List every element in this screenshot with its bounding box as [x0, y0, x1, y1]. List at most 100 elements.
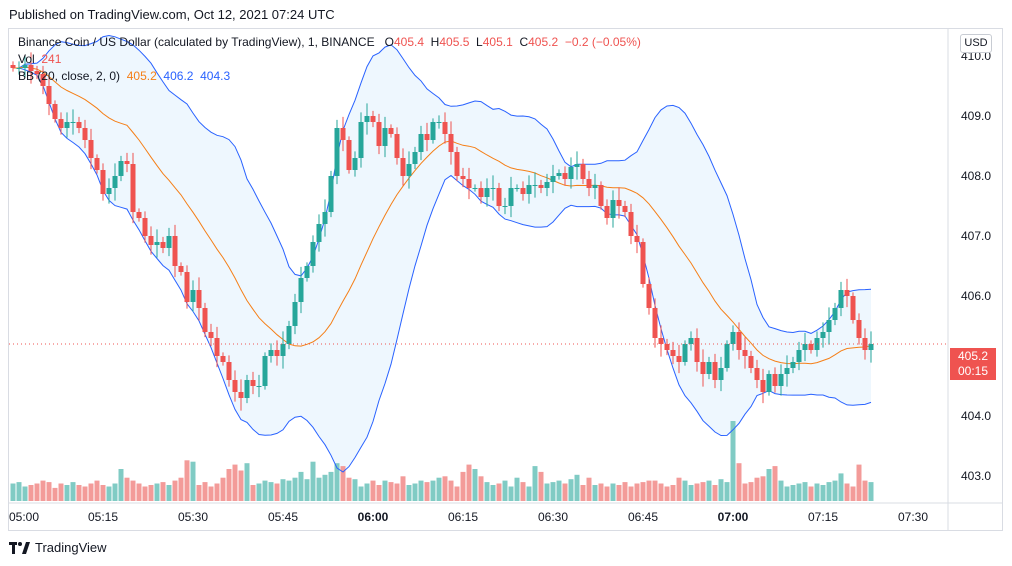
volume-bar: [142, 486, 148, 501]
candle-body: [160, 242, 166, 248]
chart-frame[interactable]: [8, 28, 1003, 531]
candle-body: [184, 272, 190, 302]
candle-body: [640, 242, 646, 284]
candle-body: [382, 128, 388, 146]
close-label: C: [519, 35, 529, 49]
candle-body: [796, 350, 802, 362]
candle-body: [394, 134, 400, 158]
volume-bar: [112, 483, 118, 501]
volume-bar: [130, 480, 136, 501]
volume-bar: [820, 485, 826, 501]
volume-bar: [868, 482, 874, 501]
candle-body: [310, 242, 316, 266]
candle-body: [124, 161, 130, 164]
candle-body: [16, 68, 22, 69]
candle-body: [10, 65, 16, 68]
candle-body: [496, 188, 502, 206]
symbol-legend[interactable]: Binance Coin / US Dollar (calculated by …: [18, 35, 641, 49]
candle-body: [838, 290, 844, 308]
candle-body: [478, 188, 484, 197]
volume-bar: [292, 477, 298, 501]
volume-legend[interactable]: Vol 241: [18, 52, 61, 66]
candle-body: [58, 119, 64, 128]
volume-bar: [34, 483, 40, 501]
volume-bar: [268, 482, 274, 501]
candle-body: [526, 185, 532, 194]
candle-body: [334, 128, 340, 176]
candle-body: [328, 176, 334, 212]
volume-bar: [556, 480, 562, 501]
candle-body: [352, 158, 358, 170]
candle-body: [844, 290, 850, 296]
candle-body: [220, 356, 226, 362]
volume-bar: [466, 464, 472, 501]
volume-bar: [478, 476, 484, 501]
volume-bar: [226, 469, 232, 501]
volume-bar: [736, 463, 742, 501]
candle-body: [724, 344, 730, 368]
candle-body: [808, 344, 814, 350]
volume-bar: [688, 485, 694, 501]
candle-body: [52, 104, 58, 119]
volume-bar: [316, 477, 322, 501]
volume-bar: [64, 485, 70, 501]
candle-body: [148, 236, 154, 245]
volume-bar: [100, 485, 106, 501]
candle-body: [556, 173, 562, 176]
candle-body: [46, 86, 52, 104]
volume-bar: [592, 485, 598, 501]
bollinger-legend[interactable]: BB (20, close, 2, 0) 405.2 406.2 404.3: [18, 69, 230, 83]
bollinger-label: BB (20, close, 2, 0): [18, 69, 121, 83]
candle-body: [454, 152, 460, 176]
volume-bar: [412, 483, 418, 501]
volume-bar: [610, 483, 616, 501]
volume-bar: [460, 471, 466, 501]
low-value: 405.1: [482, 35, 513, 49]
candle-body: [412, 152, 418, 164]
volume-bar: [370, 480, 376, 501]
volume-bar: [664, 486, 670, 501]
x-tick-label: 06:30: [538, 510, 568, 524]
volume-bar: [724, 482, 730, 501]
volume-bar: [682, 480, 688, 501]
candle-body: [316, 224, 322, 242]
volume-bar: [202, 482, 208, 501]
candle-body: [214, 338, 220, 356]
volume-bar: [208, 486, 214, 501]
candle-body: [784, 368, 790, 374]
tradingview-logo[interactable]: TradingView: [9, 540, 107, 555]
candle-body: [250, 380, 256, 386]
volume-bar: [394, 483, 400, 501]
volume-bar: [862, 480, 868, 501]
x-tick-label: 05:30: [178, 510, 208, 524]
volume-bar: [574, 474, 580, 501]
currency-button[interactable]: USD: [960, 34, 992, 53]
volume-bar: [178, 477, 184, 501]
volume-bar: [232, 464, 238, 501]
volume-bar: [454, 486, 460, 501]
y-tick-label: 409.0: [961, 109, 991, 123]
candle-body: [256, 386, 262, 387]
bollinger-upper-line: [13, 34, 872, 334]
candle-body: [664, 344, 670, 350]
volume-bar: [448, 480, 454, 501]
candle-body: [868, 344, 874, 350]
volume-bar: [154, 483, 160, 501]
candle-body: [400, 158, 406, 176]
volume-bar: [814, 483, 820, 501]
volume-bar: [190, 461, 196, 501]
volume-bar: [766, 469, 772, 501]
volume-bar: [244, 463, 250, 501]
volume-bar: [166, 485, 172, 501]
candle-body: [580, 164, 586, 179]
volume-bar: [604, 486, 610, 501]
candle-body: [586, 179, 592, 188]
candle-body: [574, 164, 580, 167]
bar-countdown: 00:15: [957, 364, 989, 378]
volume-bar: [496, 483, 502, 501]
volume-bar: [118, 469, 124, 501]
volume-bar: [70, 482, 76, 501]
candle-body: [142, 218, 148, 236]
volume-bar: [442, 476, 448, 501]
